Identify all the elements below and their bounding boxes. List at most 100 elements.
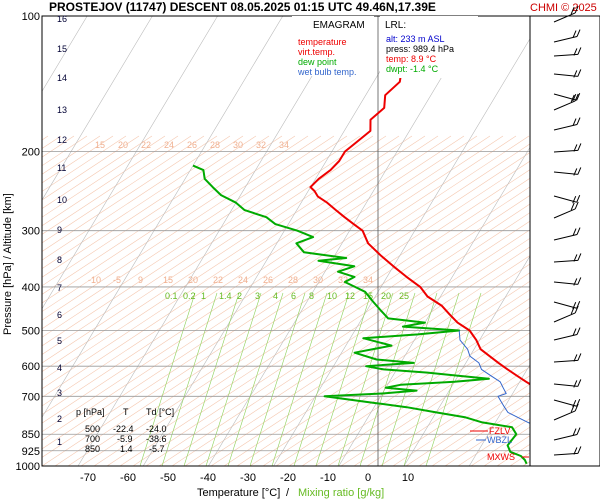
theta-label: 32 <box>256 140 266 150</box>
theta-line <box>42 135 231 261</box>
theta-line <box>431 400 530 466</box>
wind-barb <box>553 379 582 388</box>
table-cell: 500 <box>85 424 100 434</box>
wind-barb-flag <box>577 143 582 151</box>
wind-barb <box>553 277 582 286</box>
theta-line <box>42 135 491 433</box>
wind-barb-flag <box>576 93 581 101</box>
wind-barb <box>553 5 579 23</box>
theta-line <box>42 135 153 209</box>
theta-line <box>42 135 218 252</box>
chart-title: PROSTEJOV (11747) DESCENT 08.05.2025 01:… <box>49 0 436 14</box>
wind-barb-shaft <box>553 208 576 219</box>
theta-label: 22 <box>141 140 151 150</box>
fzlv-label: FZLV <box>489 426 510 436</box>
wind-barb-flag <box>572 428 577 436</box>
wind-barb-flag <box>572 118 577 126</box>
altitude-tick-label: 11 <box>57 163 66 173</box>
theta-label: 28 <box>210 140 220 150</box>
theta-line <box>67 160 530 466</box>
wind-barb <box>553 93 581 102</box>
theta-line <box>42 135 465 415</box>
mixing-ratio-label: 25 <box>399 291 409 301</box>
altitude-tick-label: 9 <box>57 225 62 235</box>
x-tick-label: -50 <box>160 472 176 484</box>
theta-line <box>275 298 530 466</box>
theta-line <box>42 135 270 287</box>
wind-barb-flag <box>577 69 582 77</box>
altitude-tick-label: 7 <box>57 283 62 293</box>
theta-label: 26 <box>187 140 197 150</box>
table-cell: 850 <box>85 444 100 454</box>
altitude-tick-label: 13 <box>57 105 67 115</box>
wind-barb-flag <box>577 47 582 55</box>
theta-label: 34 <box>363 275 373 285</box>
legend-item-temperature: temperature <box>298 37 347 47</box>
theta-line <box>405 383 530 466</box>
theta-line <box>42 135 517 450</box>
wind-barb-flag <box>572 94 577 102</box>
theta-line <box>42 135 322 321</box>
mixing-ratio-label: 0.2 <box>183 291 196 301</box>
altitude-tick-label: 8 <box>57 255 62 265</box>
mixing-ratio-label: 8 <box>309 291 314 301</box>
theta-line <box>42 135 179 227</box>
theta-line <box>42 135 348 338</box>
wind-barb-shaft <box>553 171 578 175</box>
theta-label: 34 <box>279 140 289 150</box>
mixing-ratio-label: 3 <box>255 291 260 301</box>
wind-barb-shaft <box>553 312 576 323</box>
isotherm-line <box>403 255 530 466</box>
theta-label: -10 <box>88 275 101 285</box>
mixing-ratio-label: 12 <box>345 291 355 301</box>
wind-barb-shaft <box>553 12 576 23</box>
wind-barbs <box>553 5 582 456</box>
wind-barb <box>553 327 581 341</box>
x-tick-label: -30 <box>240 472 256 484</box>
wind-barb-shaft <box>553 73 578 77</box>
x-axis-label-temperature: Temperature [°C] <box>197 487 280 499</box>
theta-label: 15 <box>163 275 173 285</box>
wind-barb <box>553 143 582 153</box>
table-header-t: T <box>123 407 129 417</box>
theta-line <box>262 289 530 466</box>
wind-barb-flag <box>570 404 575 413</box>
altitude-tick-label: 14 <box>57 73 67 83</box>
x-tick-label: -20 <box>280 472 296 484</box>
theta-line <box>223 263 530 466</box>
mixing-ratio-line <box>249 292 306 466</box>
table-header-td: Td [°C] <box>146 407 174 417</box>
isotherm-line <box>77 16 349 466</box>
theta-line <box>119 195 530 466</box>
isotherm-line <box>468 364 530 466</box>
mixing-ratio-line <box>271 292 328 466</box>
theta-line <box>106 186 530 466</box>
wind-barb-flag <box>573 70 578 78</box>
theta-line <box>392 375 530 466</box>
legend-item-virt-temp: virt.temp. <box>298 47 335 57</box>
mixing-ratio-line <box>381 292 438 466</box>
series-layer <box>192 16 530 465</box>
theta-label: 20 <box>188 275 198 285</box>
wind-barb-flag <box>576 427 581 435</box>
level-markers: FZLV WBZL MXWS <box>470 426 529 462</box>
mixing-ratio-label: 1.4 <box>219 291 232 301</box>
theta-label: 30 <box>313 275 323 285</box>
altitude-tick-label: 6 <box>57 310 62 320</box>
mixing-ratio-label: 0.1 <box>165 291 178 301</box>
y-tick-label: 500 <box>22 326 40 338</box>
wind-barb-flag <box>576 327 581 335</box>
y-tick-label: 1000 <box>16 461 40 473</box>
theta-label: 24 <box>238 275 248 285</box>
level-table: p [hPa] T Td [°C] 500 -22.4 -24.0 700 -5… <box>76 407 174 454</box>
credit-text: CHMI © 2025 <box>530 2 597 14</box>
theta-line <box>42 135 426 390</box>
mixing-ratio-line <box>227 292 284 466</box>
theta-line <box>145 212 530 466</box>
theta-line <box>54 152 530 466</box>
wind-barb <box>553 227 581 241</box>
legend-item-wet-bulb: wet bulb temp. <box>297 67 357 77</box>
theta-line <box>42 135 452 407</box>
wind-barb-flag <box>574 93 579 102</box>
